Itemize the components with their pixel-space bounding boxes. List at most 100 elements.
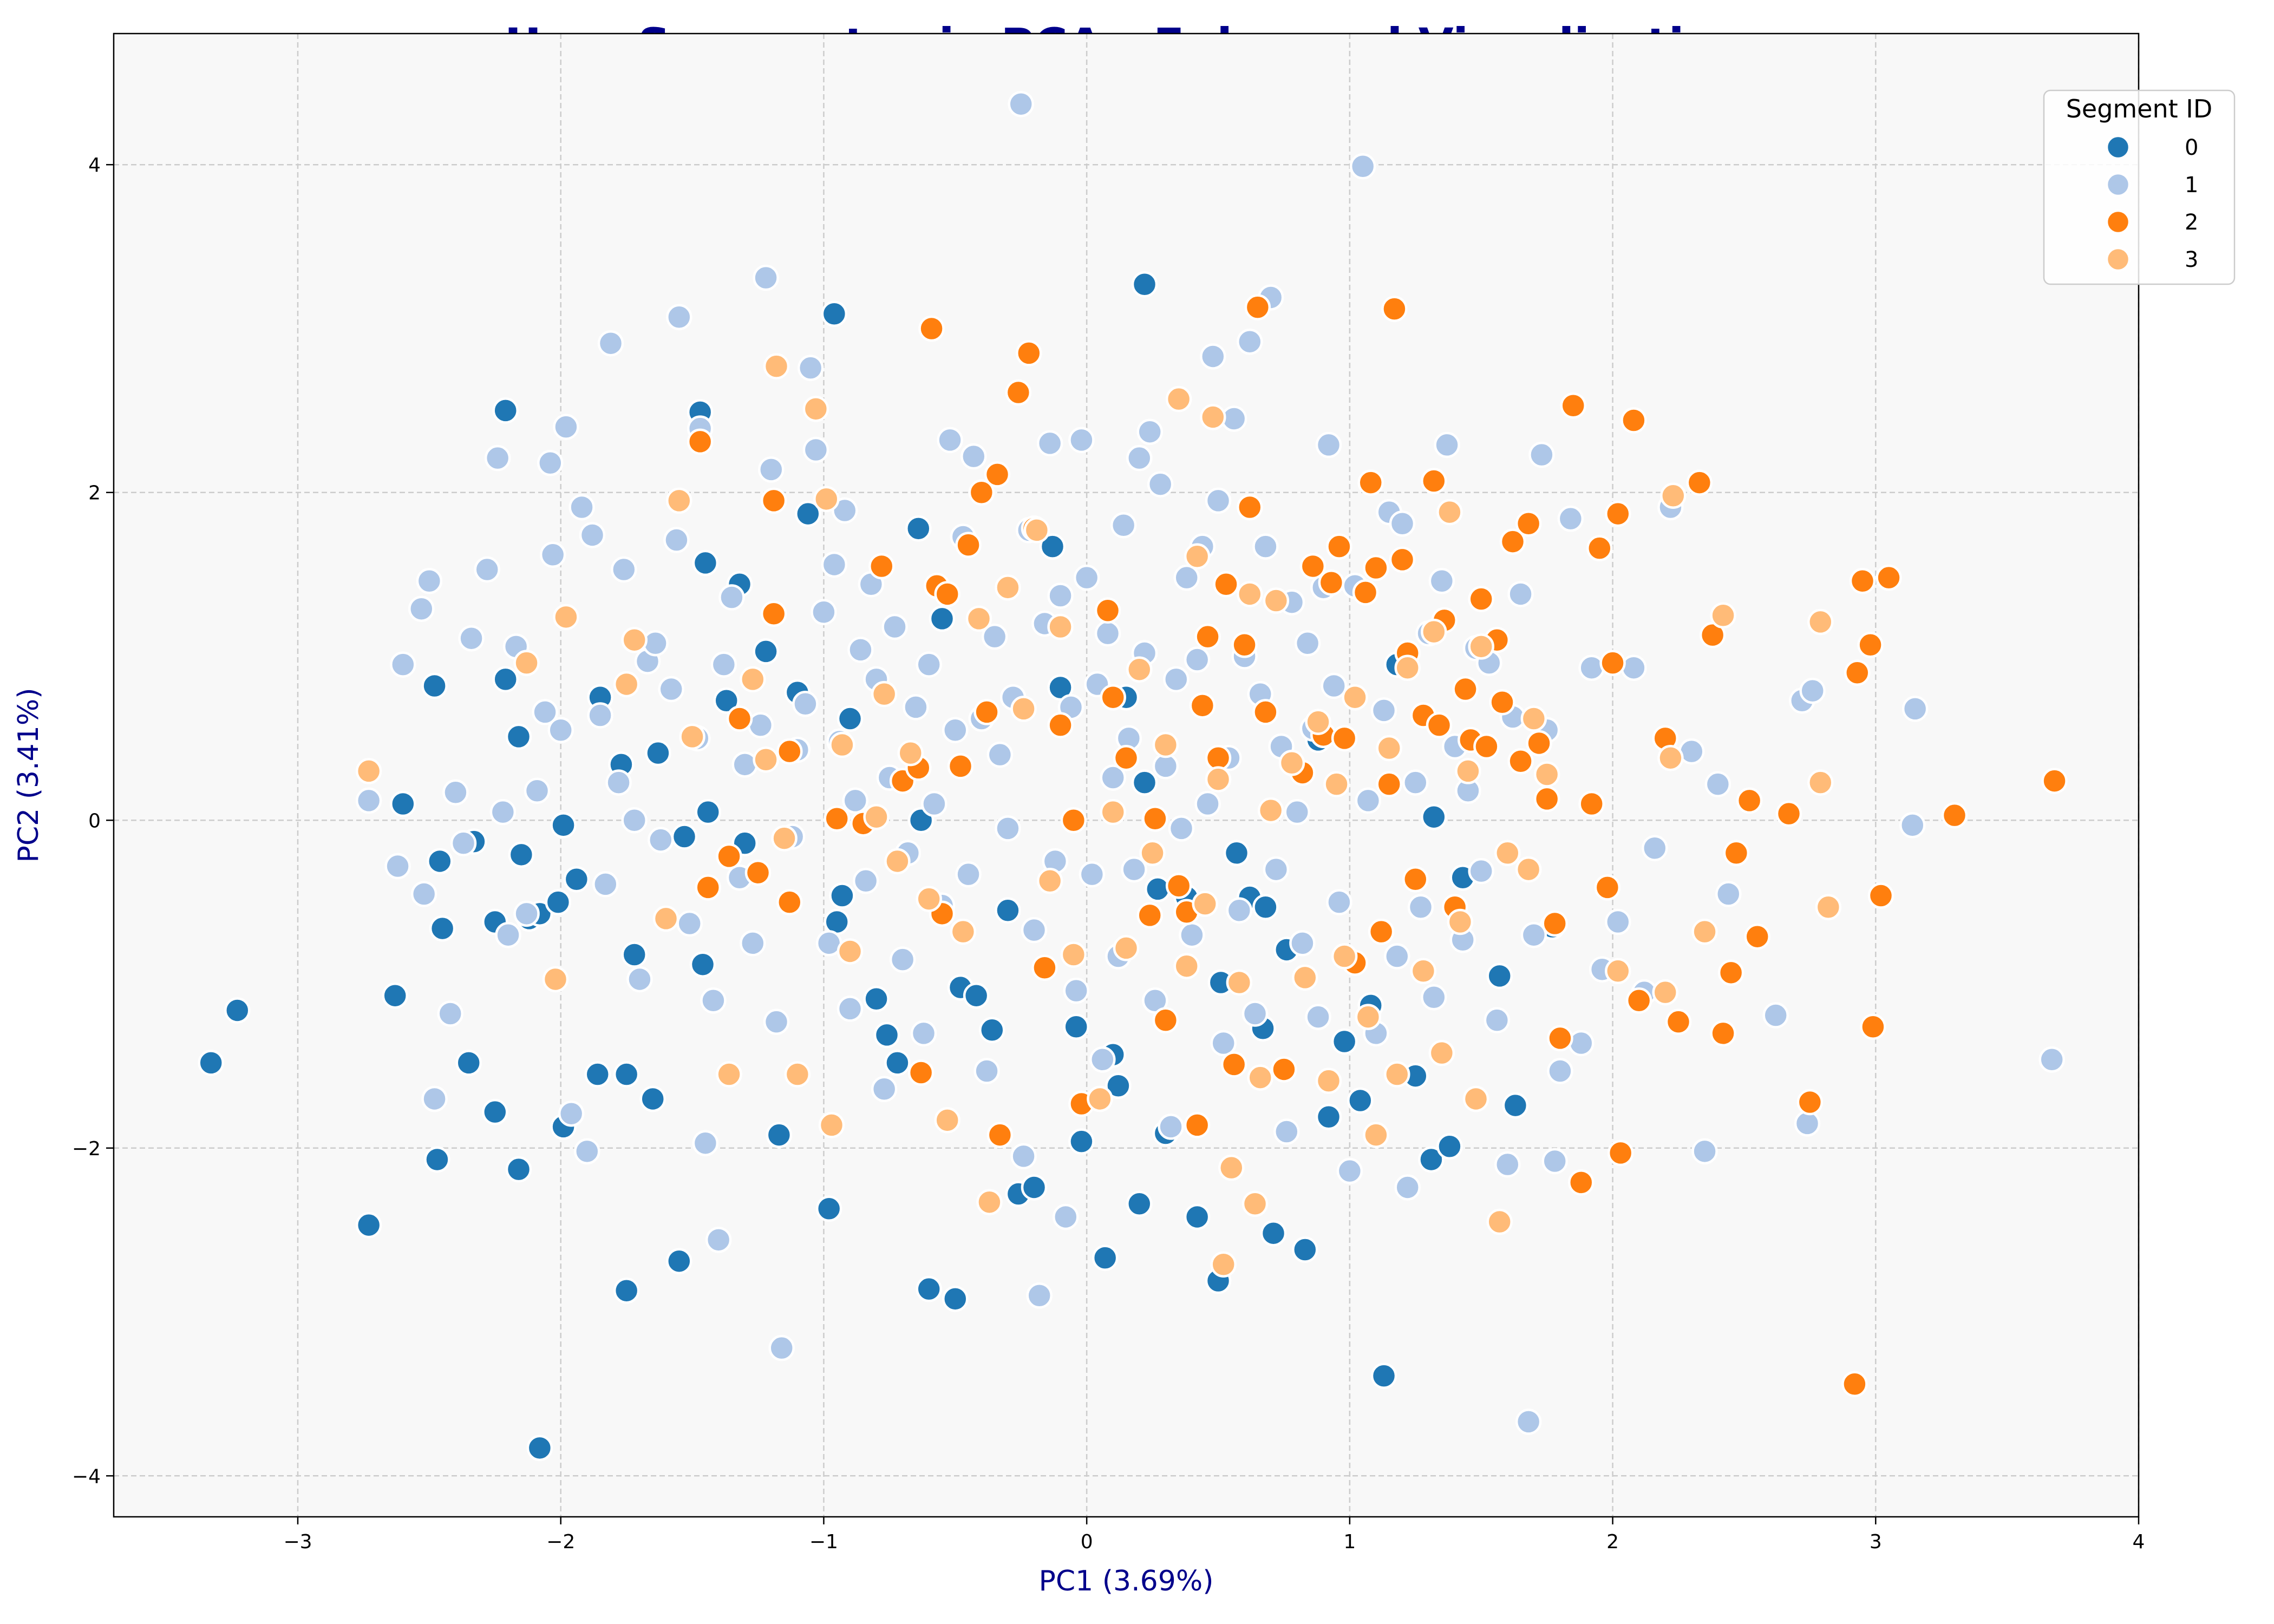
scatter-point-segment-3 [1152,731,1179,758]
scatter-point-segment-3 [1315,1068,1342,1094]
scatter-point-segment-1 [1184,646,1211,673]
scatter-point-segment-0 [639,1085,666,1112]
scatter-point-segment-3 [513,650,540,676]
scatter-point-segment-1 [1273,1118,1300,1145]
scatter-point-segment-1 [532,699,558,725]
x-axis-label: PC1 (3.69%) [1038,1565,1213,1597]
scatter-point-segment-1 [539,541,566,568]
scatter-point-segment-2 [776,889,803,915]
scatter-point-segment-2 [1594,874,1621,901]
scatter-point-segment-3 [829,731,855,758]
scatter-point-segment-2 [1136,902,1163,929]
scatter-point-segment-1 [1089,1046,1116,1073]
scatter-point-segment-2 [760,600,787,627]
scatter-point-segment-1 [1047,582,1074,609]
scatter-point-segment-1 [692,1130,719,1156]
scatter-point-segment-1 [1205,487,1232,514]
scatter-point-segment-2 [1736,787,1763,814]
scatter-point-segment-2 [868,553,895,580]
scatter-point-segment-1 [986,741,1014,768]
scatter-point-segment-1 [821,551,848,578]
scatter-point-segment-1 [574,1138,600,1165]
scatter-point-segment-3 [666,487,692,514]
scatter-point-segment-2 [1381,296,1408,322]
scatter-point-segment-3 [1657,744,1684,771]
axis-ticks: −3 −2 −1 0 1 2 3 4 −4 −2 0 2 4 [72,154,2145,1553]
scatter-point-segment-2 [907,1059,935,1086]
scatter-point-segment-1 [1147,471,1174,497]
scatter-point-segment-1 [1349,153,1376,180]
scatter-point-segment-1 [568,494,595,521]
plot-frame [113,32,2140,1518]
scatter-point-segment-0 [1502,1092,1529,1119]
scatter-point-segment-0 [613,1277,640,1304]
scatter-point-segment-3 [1210,1251,1237,1278]
scatter-point-segment-1 [587,702,613,729]
scatter-point-segment-2 [1094,597,1121,624]
scatter-point-segment-1 [666,304,692,331]
scatter-point-segment-3 [1126,656,1153,683]
scatter-point-segment-3 [1660,482,1687,509]
scatter-point-segment-1 [1079,861,1106,888]
scatter-point-segment-2 [1849,567,1876,594]
legend-label: 3 [2185,247,2198,272]
scatter-point-segment-0 [1331,1028,1358,1055]
scatter-point-segment-3 [1241,1190,1269,1217]
scatter-point-segment-2 [1723,840,1750,867]
scatter-point-segment-1 [2038,1046,2065,1073]
legend-marker [2105,246,2131,272]
scatter-point-segment-2 [1244,294,1271,320]
scatter-point-segment-1 [384,853,411,880]
scatter-point-segment-1 [513,900,540,927]
scatter-point-segment-1 [547,717,574,743]
scatter-point-segment-3 [1520,705,1547,732]
scatter-point-segment-1 [1263,856,1290,883]
scatter-point-segment-2 [1363,554,1389,581]
scatter-point-segment-1 [1241,1000,1269,1027]
scatter-point-segment-1 [910,1020,937,1047]
legend-marker [2105,209,2131,235]
scatter-point-segment-3 [1100,798,1126,826]
scatter-point-segment-1 [718,584,745,611]
scatter-point-segment-2 [947,753,974,780]
scatter-point-segment-3 [1447,908,1474,935]
scatter-point-segment-3 [1113,935,1140,961]
scatter-point-segment-1 [495,921,521,948]
y-tick-label: 2 [88,482,101,505]
scatter-point-segment-1 [1691,1138,1718,1165]
scatter-point-segment-1 [458,625,485,652]
scatter-point-segment-2 [1271,1056,1297,1083]
scatter-point-segment-1 [1520,921,1547,948]
scatter-point-segment-2 [1194,623,1221,650]
scatter-point-segment-1 [484,444,511,472]
scatter-point-segment-1 [410,881,437,907]
scatter-point-segment-1 [1210,1030,1237,1057]
scatter-point-segment-3 [771,825,798,852]
scatter-point-segment-3 [1691,918,1718,945]
scatter-point-segment-2 [1152,1007,1179,1033]
scatter-point-segment-0 [508,841,535,868]
scatter-point-segment-3 [1323,771,1350,797]
scatter-point-segment-2 [1113,744,1140,771]
scatter-point-segment-2 [1231,632,1258,658]
scatter-point-segment-2 [1541,910,1568,937]
scatter-point-segment-1 [710,651,737,678]
scatter-point-segment-0 [621,941,648,968]
scatter-point-segment-1 [1021,916,1048,944]
scatter-point-segment-3 [1331,943,1358,970]
scatter-point-segment-1 [1168,815,1195,842]
scatter-point-segment-2 [1599,650,1626,676]
scatter-point-segment-1 [700,987,727,1014]
scatter-point-segment-2 [1717,959,1744,986]
scatter-point-segment-2 [1665,1009,1692,1035]
scatter-point-segment-1 [592,871,619,898]
scatter-point-segment-3 [1165,385,1192,412]
scatter-point-segment-3 [1173,953,1200,979]
scatter-point-segment-0 [427,848,453,875]
scatter-point-segment-2 [1796,1089,1824,1116]
scatter-point-segment-0 [1105,1072,1132,1099]
scatter-point-segment-2 [1876,564,1902,591]
scatter-point-segment-0 [1184,1203,1211,1230]
scatter-point-segment-2 [1578,790,1605,817]
scatter-point-segment-3 [1036,868,1063,894]
